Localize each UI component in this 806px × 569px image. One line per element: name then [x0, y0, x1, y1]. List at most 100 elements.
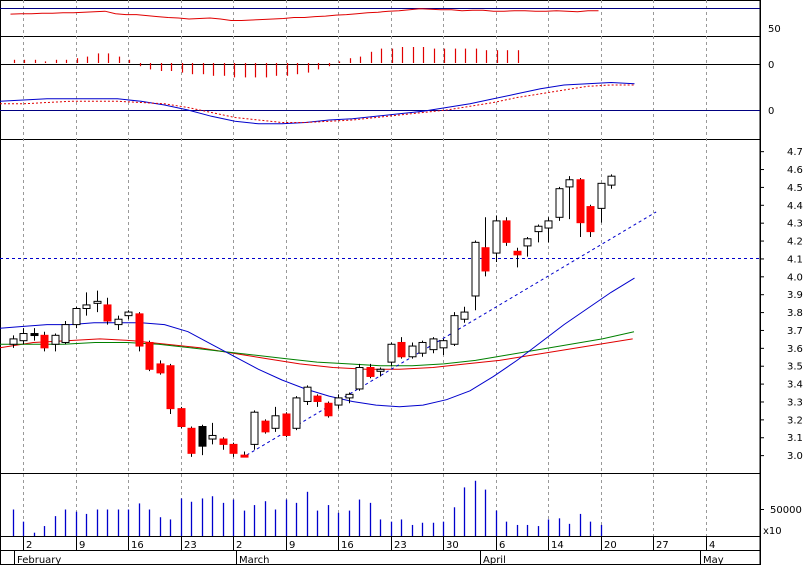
candle-body: [597, 182, 606, 209]
candle-body: [313, 395, 322, 402]
candle: [429, 337, 438, 354]
candle: [334, 394, 343, 409]
price-tick-label: 3.2: [787, 415, 803, 426]
histogram-tick-label: 0: [768, 60, 774, 71]
candle-body: [439, 340, 448, 349]
price-tick-label: 3.1: [787, 433, 803, 444]
candle: [250, 410, 259, 450]
candle-body: [555, 188, 564, 218]
x-tick-label: 6: [499, 540, 505, 551]
candle: [607, 174, 616, 189]
trendline: [246, 211, 657, 456]
candle-body: [208, 434, 217, 440]
month-label: March: [239, 555, 269, 565]
price-tick-label: 4.2: [787, 237, 803, 248]
candle-body: [418, 341, 427, 354]
x-tick-label: 2: [26, 540, 32, 551]
candle: [261, 419, 270, 434]
plot-frame: [0, 0, 761, 565]
candle-body: [250, 411, 259, 445]
candle-body: [82, 304, 91, 310]
candle-body: [513, 250, 522, 256]
candle: [30, 328, 39, 341]
candle-body: [607, 175, 616, 186]
price-tick-label: 3.6: [787, 344, 803, 355]
candle: [9, 335, 18, 348]
candle: [408, 342, 417, 359]
candle-body: [408, 345, 417, 358]
candle-body: [481, 247, 490, 272]
candle-body: [376, 368, 385, 372]
x-tick-label: 20: [604, 540, 617, 551]
price-tick-label: 3.4: [787, 380, 803, 391]
candle-body: [576, 179, 585, 224]
candle: [586, 204, 595, 237]
candle: [313, 394, 322, 407]
candle-body: [124, 311, 133, 317]
candle-body: [345, 393, 354, 399]
candle: [177, 406, 186, 429]
price-tick-label: 3.7: [787, 326, 803, 337]
candle: [345, 392, 354, 404]
macd-signal-line: [0, 84, 635, 123]
candle: [145, 340, 154, 372]
candle: [135, 312, 144, 352]
x-tick-label: 30: [446, 540, 459, 551]
candle-body: [114, 318, 123, 326]
candle-body: [502, 220, 511, 243]
candle: [114, 315, 123, 330]
rsi-line: [10, 8, 599, 21]
price-tick-label: 4.3: [787, 219, 803, 230]
candle-body: [324, 402, 333, 417]
candle: [324, 401, 333, 418]
candle-body: [61, 324, 70, 343]
price-tick-label: 4.7: [787, 147, 803, 158]
x-tick-label: 4: [709, 540, 715, 551]
candle-body: [292, 397, 301, 429]
x-tick-label: 16: [341, 540, 354, 551]
candle: [597, 182, 606, 223]
candle: [282, 412, 291, 438]
candle-body: [72, 308, 81, 326]
x-tick-label: 2: [236, 540, 242, 551]
candle-body: [177, 408, 186, 428]
candle: [366, 363, 375, 379]
price-tick-label: 4.1: [787, 254, 803, 265]
candle: [481, 217, 490, 277]
x-tick-label: 14: [551, 540, 564, 551]
candle: [93, 290, 102, 313]
candle: [229, 442, 238, 457]
candle-body: [19, 333, 28, 342]
candle-body: [145, 341, 154, 370]
candle-body: [156, 363, 165, 374]
candle: [439, 338, 448, 355]
candle-body: [282, 413, 291, 436]
candle: [397, 337, 406, 359]
price-tick-label: 3.5: [787, 362, 803, 373]
candle-body: [355, 367, 364, 390]
x-tick-label: 27: [656, 540, 669, 551]
candle-body: [271, 415, 280, 429]
price-tick-label: 3.3: [787, 397, 803, 408]
candle-body: [135, 313, 144, 347]
x-tick-label: 23: [394, 540, 407, 551]
macd-tick-label: 0: [768, 106, 774, 117]
candle: [576, 177, 585, 237]
candle-body: [93, 300, 102, 304]
price-tick-label: 4.0: [787, 272, 803, 283]
candle: [471, 240, 480, 311]
candle-body: [229, 443, 238, 454]
candle-body: [9, 338, 18, 345]
price-tick-label: 3.9: [787, 290, 803, 301]
candle-body: [30, 333, 39, 337]
candle-body: [366, 367, 375, 377]
candle: [187, 426, 196, 457]
candle: [544, 217, 553, 243]
volume-tick-label: 50000: [770, 505, 802, 516]
candle: [513, 247, 522, 268]
price-tick-label: 3.0: [787, 451, 803, 462]
candle-body: [534, 225, 543, 233]
candle-body: [397, 341, 406, 358]
